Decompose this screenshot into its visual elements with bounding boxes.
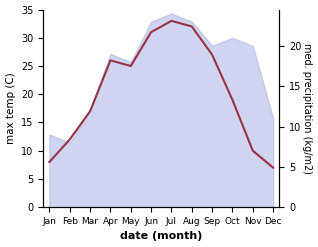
Y-axis label: med. precipitation (kg/m2): med. precipitation (kg/m2) bbox=[302, 43, 313, 174]
X-axis label: date (month): date (month) bbox=[120, 231, 203, 242]
Y-axis label: max temp (C): max temp (C) bbox=[5, 72, 16, 144]
